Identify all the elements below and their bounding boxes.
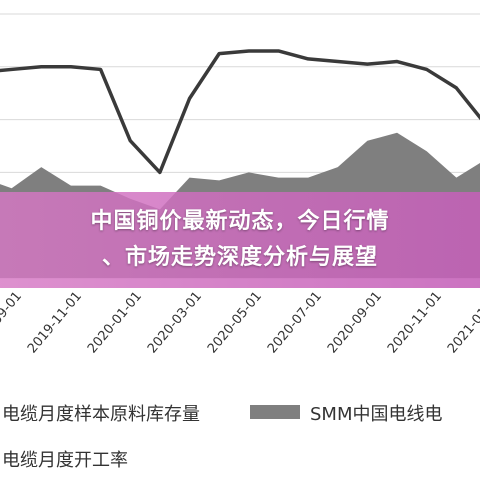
x-tick-label: 2020-03-01 — [145, 289, 205, 357]
x-tick-label: 2020-05-01 — [205, 289, 265, 357]
x-axis-tick-labels: 09-01 2019-11-01 2020-01-01 2020-03-01 2020-… — [0, 289, 480, 357]
x-tick-label: 2020-11-01 — [385, 289, 445, 357]
x-tick-label: 2019-11-01 — [25, 289, 85, 357]
banner-title-line-2: 、市场走势深度分析与展望 — [101, 245, 378, 270]
legend-label-smm: SMM中国电线电 — [310, 404, 443, 425]
legend-label-inventory: 电缆月度样本原料库存量 — [2, 404, 200, 425]
legend-label-operating-rate: 电缆月度开工率 — [2, 450, 128, 471]
series-line-operating-rate — [0, 49, 480, 175]
x-tick-label: 2020-07-01 — [265, 289, 325, 357]
x-tick-label: 2020-09-01 — [325, 289, 385, 357]
title-banner: 中国铜价最新动态，今日行情 、市场走势深度分析与展望 — [0, 192, 480, 288]
banner-title-line-1: 中国铜价最新动态，今日行情 — [90, 209, 390, 234]
legend: 电缆月度样本原料库存量 SMM中国电线电 电缆月度开工率 — [2, 404, 443, 471]
x-tick-label: 2020-01-01 — [85, 289, 145, 357]
legend-swatch-smm — [250, 405, 300, 419]
x-tick-label: 09-01 — [0, 289, 25, 328]
x-tick-label: 2021-01-01 — [445, 289, 480, 357]
